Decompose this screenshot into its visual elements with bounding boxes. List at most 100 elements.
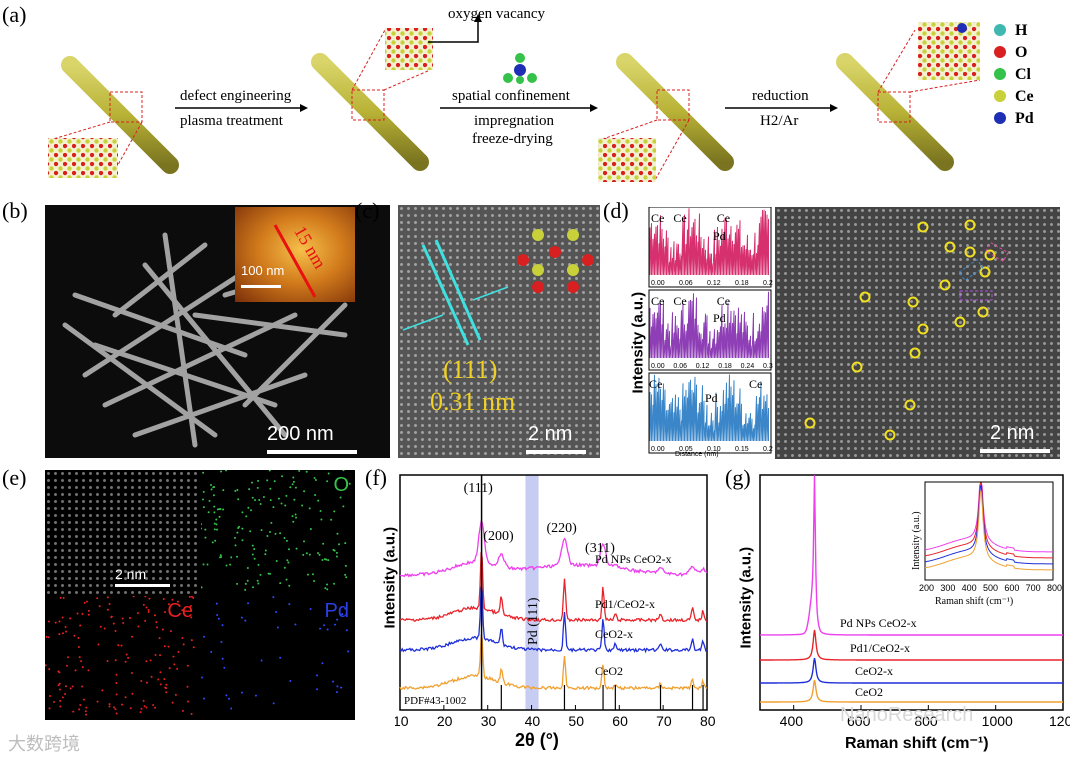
crystal-model-3	[598, 138, 656, 182]
eds-dot	[121, 617, 124, 620]
profile-1-tick: 0.24	[763, 280, 773, 287]
eds-dot	[221, 624, 224, 627]
eds-dot	[117, 644, 120, 647]
eds-dot	[287, 548, 290, 551]
eds-dot	[115, 673, 118, 676]
raman-series-2	[760, 629, 1063, 661]
eds-dot	[153, 614, 156, 617]
eds-dot	[291, 515, 294, 518]
legend-h: H	[1015, 22, 1028, 39]
eds-dot	[81, 685, 84, 688]
profile-frame-1	[648, 206, 772, 288]
xrd-series-4	[399, 634, 708, 691]
eds-dot	[190, 595, 193, 598]
eds-dot	[115, 682, 118, 685]
eds-dot	[246, 579, 249, 582]
eds-dot	[253, 547, 256, 550]
eds-dot	[76, 612, 79, 615]
eds-dot	[308, 553, 311, 556]
eds-dot	[276, 626, 279, 629]
raman-inset-tick: 500	[983, 583, 998, 593]
eds-dot	[66, 656, 69, 659]
element-legend: H O Cl Ce Pd	[1015, 20, 1034, 130]
eds-dot	[216, 613, 219, 616]
profile-3-tick: 0.05	[679, 446, 693, 453]
eds-dot	[148, 597, 151, 600]
eds-dot	[181, 709, 184, 712]
profile-3-ce-right: Ce	[749, 377, 763, 391]
eds-dot	[149, 659, 152, 662]
legend-cl: Cl	[1015, 66, 1031, 83]
raman-xtick-label: 600	[847, 713, 871, 729]
eds-dot	[121, 703, 124, 706]
xrd-legend-3: CeO2-x	[595, 627, 633, 641]
xrd-legend-1: Pd NPs CeO2-x	[595, 552, 672, 566]
eds-dot	[176, 667, 179, 670]
watermark-right: NanoResearch	[840, 704, 974, 726]
single-atom-circle	[884, 429, 896, 441]
eds-dot	[251, 553, 254, 556]
lattice-plane: (111)	[443, 355, 498, 384]
eds-dot	[311, 573, 314, 576]
eds-dot	[129, 707, 132, 710]
eds-dot	[66, 664, 69, 667]
eds-dot	[241, 511, 244, 514]
step3-top-text: reduction	[752, 88, 809, 104]
eds-dot	[279, 656, 282, 659]
eds-dot	[163, 645, 166, 648]
eds-dot	[57, 670, 60, 673]
eds-dot	[289, 486, 292, 489]
eds-dot	[321, 559, 324, 562]
xrd-legend-2: Pd1/CeO2-x	[595, 597, 655, 611]
eds-dot	[288, 584, 291, 587]
eds-dot	[326, 628, 329, 631]
legend-o: O	[1015, 44, 1028, 61]
eds-dot	[182, 643, 185, 646]
eds-dot	[163, 611, 166, 614]
eds-dot	[81, 666, 84, 669]
eds-dot	[333, 582, 336, 585]
hrtem-scale-bar	[526, 450, 586, 454]
eds-dot	[221, 657, 224, 660]
eds-dot	[171, 701, 174, 704]
eds-dot	[260, 529, 263, 532]
eds-dot	[248, 488, 251, 491]
eds-dot	[152, 704, 155, 707]
single-atom-circle	[917, 323, 929, 335]
eds-map-o: O	[200, 469, 355, 594]
eds-dot	[163, 678, 166, 681]
eds-dot	[217, 617, 220, 620]
eds-dot	[279, 582, 282, 585]
eds-dot	[245, 515, 248, 518]
eds-dot	[54, 621, 57, 624]
eds-dot	[85, 706, 88, 709]
xrd-chart: (111) (200) Pd (111) (220) (311)Pd NPs CeO2-…	[395, 474, 715, 729]
eds-dot	[254, 694, 257, 697]
xrd-series-3	[399, 586, 708, 654]
eds-scale-text: 2 nm	[115, 566, 147, 582]
eds-dot	[283, 566, 286, 569]
lattice-spacing: 0.31 nm	[430, 387, 516, 416]
eds-dot	[342, 505, 345, 508]
eds-dot	[159, 671, 162, 674]
eds-dot	[317, 499, 320, 502]
eds-dot	[294, 623, 297, 626]
eds-dot	[176, 600, 179, 603]
raman-xtick-label: 1200	[1049, 713, 1070, 729]
eds-dot	[213, 528, 216, 531]
eds-map-pd: Pd	[201, 596, 355, 720]
eds-dot	[137, 625, 140, 628]
eds-dot	[234, 544, 237, 547]
eds-dot	[326, 583, 329, 586]
eds-dot	[252, 586, 255, 589]
hrtem-image: (111) 0.31 nm 2 nm	[398, 205, 600, 458]
legend-pd: Pd	[1015, 110, 1034, 127]
pd111-highlight	[525, 475, 539, 710]
eds-dot	[260, 659, 263, 662]
eds-dot	[108, 705, 111, 708]
eds-dot	[335, 691, 338, 694]
panel-e-label: (e)	[2, 465, 27, 490]
eds-dot	[236, 555, 239, 558]
eds-dot	[279, 532, 282, 535]
eds-dot	[345, 576, 348, 579]
